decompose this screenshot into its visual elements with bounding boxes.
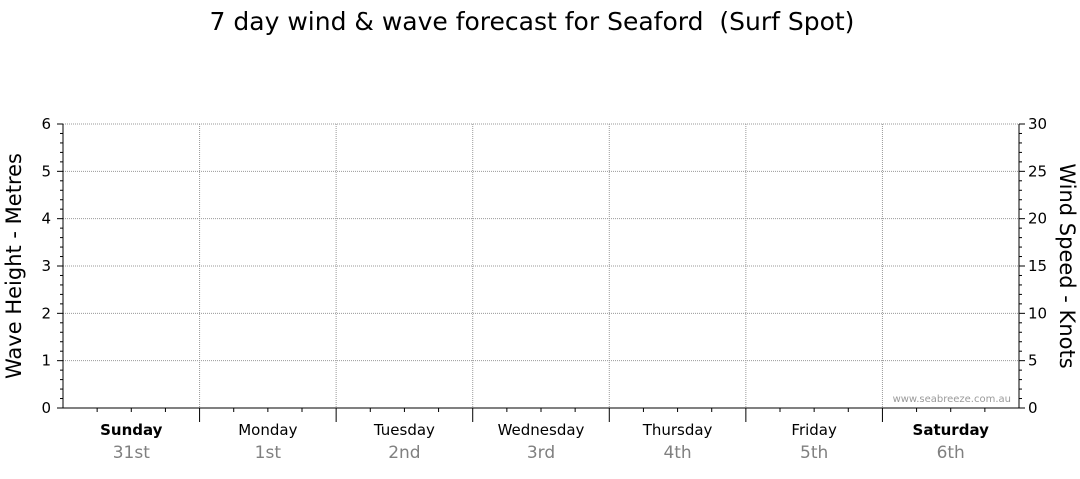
- watermark: www.seabreeze.com.au: [893, 394, 1011, 405]
- left-axis-title: Wave Height - Metres: [2, 153, 26, 379]
- right-tick-label: 0: [1028, 399, 1038, 417]
- left-tick-label: 0: [41, 399, 51, 417]
- left-tick-label: 3: [41, 257, 51, 275]
- day-date-label: 4th: [663, 443, 691, 463]
- left-tick-label: 5: [41, 162, 51, 180]
- right-tick-label: 25: [1028, 162, 1047, 180]
- day-name-label: Friday: [791, 421, 837, 439]
- day-date-label: 1st: [255, 443, 282, 463]
- day-name-label: Sunday: [100, 421, 163, 439]
- day-date-label: 3rd: [527, 443, 555, 463]
- right-tick-label: 10: [1028, 304, 1047, 322]
- day-date-label: 31st: [113, 443, 150, 463]
- right-axis-title: Wind Speed - Knots: [1055, 163, 1079, 368]
- left-tick-label: 1: [41, 352, 51, 370]
- axis-layer: [57, 123, 1025, 422]
- right-tick-label: 5: [1028, 352, 1038, 370]
- right-tick-label: 30: [1028, 115, 1047, 133]
- right-tick-label: 20: [1028, 210, 1047, 228]
- day-name-label: Saturday: [913, 421, 990, 439]
- day-date-label: 6th: [937, 443, 965, 463]
- day-name-label: Tuesday: [373, 421, 435, 439]
- right-tick-label: 15: [1028, 257, 1047, 275]
- chart-title: 7 day wind & wave forecast for Seaford (…: [210, 7, 855, 36]
- left-tick-label: 6: [41, 115, 51, 133]
- day-date-label: 5th: [800, 443, 828, 463]
- day-name-label: Wednesday: [498, 421, 585, 439]
- left-tick-label: 4: [41, 210, 51, 228]
- left-tick-label: 2: [41, 304, 51, 322]
- day-date-label: 2nd: [388, 443, 420, 463]
- grid-layer: [63, 123, 1019, 408]
- label-layer: 0 1 2 3 4 5 6 0 5 10 15 20 25 30 Sunday 31st Monday 1st Tu…: [41, 115, 1047, 463]
- day-name-label: Monday: [238, 421, 297, 439]
- day-name-label: Thursday: [642, 421, 713, 439]
